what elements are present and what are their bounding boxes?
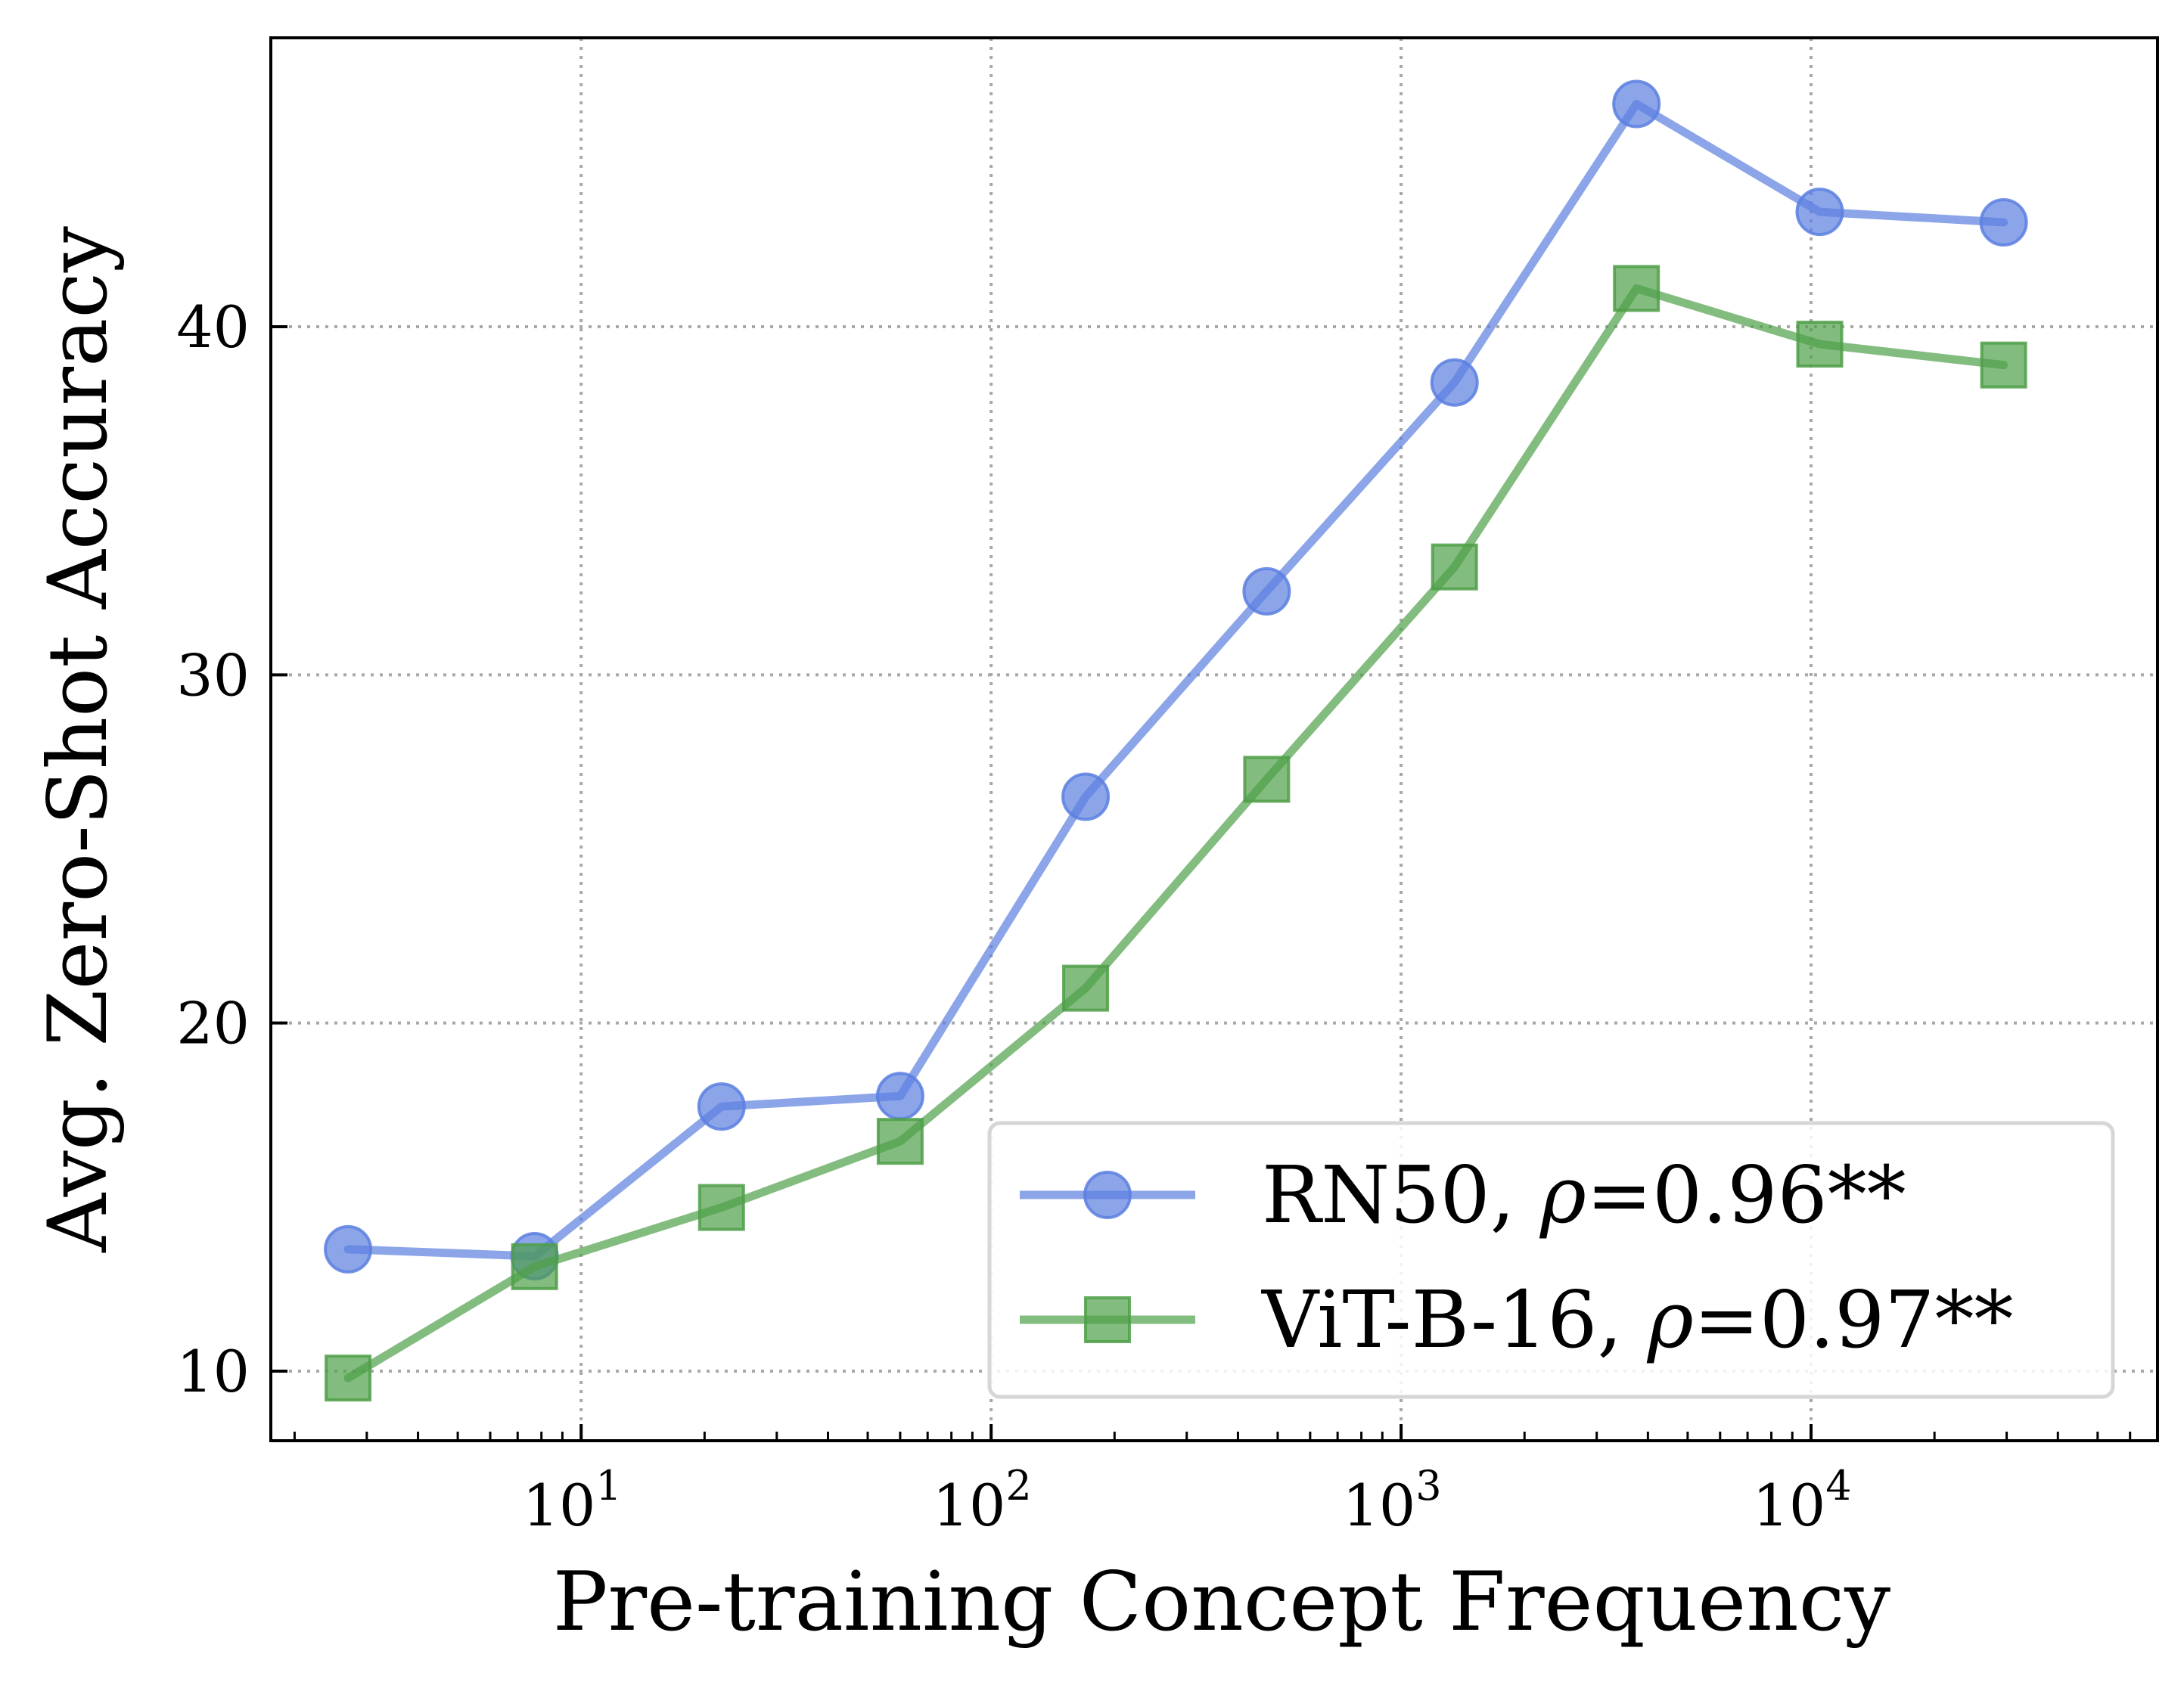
series-vit-b-16 (325, 265, 2027, 1402)
data-point-circle (1795, 188, 1844, 237)
y-tick-label: 10 (176, 1338, 250, 1405)
data-point-square (325, 1355, 372, 1402)
data-point-square (1613, 265, 1661, 312)
data-point-circle (697, 1082, 746, 1131)
data-point-square (697, 1184, 745, 1231)
x-tick-base: 10 (933, 1472, 1006, 1539)
data-point-square (876, 1118, 924, 1165)
legend-label-rn50: RN50, ρ=0.96** (1262, 1149, 1906, 1241)
x-tick-exponent: 1 (595, 1462, 621, 1510)
data-point-circle (1430, 358, 1479, 407)
legend-marker-circle (1083, 1171, 1132, 1219)
x-axis-label: Pre-training Concept Frequency (553, 1555, 1890, 1649)
x-tick-label: 101 (523, 1462, 622, 1539)
data-point-square (511, 1243, 558, 1290)
x-tick-exponent: 3 (1415, 1462, 1441, 1510)
legend-label-suffix: =0.97** (1694, 1274, 2014, 1366)
x-tick-label: 103 (1343, 1462, 1442, 1539)
data-point-square (1796, 321, 1844, 368)
x-tick-exponent: 4 (1825, 1462, 1851, 1510)
x-tick-base: 10 (1343, 1472, 1416, 1539)
legend-label-rho: ρ (1647, 1274, 1694, 1366)
data-point-circle (875, 1072, 924, 1121)
x-tick-base: 10 (523, 1472, 596, 1539)
y-tick-label: 20 (176, 990, 250, 1057)
data-point-square (1062, 964, 1110, 1012)
data-point-square (1431, 543, 1478, 591)
y-tick-label: 30 (176, 641, 250, 709)
series-rn50 (324, 79, 2028, 1281)
legend-entry-vit-b-16: ViT-B-16, ρ=0.97** (1020, 1274, 2013, 1366)
data-point-circle (1242, 566, 1291, 616)
series-layer (324, 79, 2028, 1402)
x-tick-label: 102 (933, 1462, 1032, 1539)
legend-label-prefix: RN50, (1262, 1149, 1540, 1241)
legend-label-rho: ρ (1539, 1149, 1586, 1241)
legend-entry-rn50: RN50, ρ=0.96** (1020, 1149, 1906, 1241)
legend-label-suffix: =0.96** (1586, 1149, 1906, 1241)
x-tick-exponent: 2 (1005, 1462, 1031, 1510)
y-tick-label: 40 (176, 293, 250, 361)
legend-marker-square (1084, 1296, 1131, 1343)
y-axis-label: Avg. Zero-Shot Accuracy (31, 226, 126, 1253)
legend-box (987, 1121, 2115, 1399)
series-line (343, 99, 2008, 1261)
data-point-circle (324, 1224, 373, 1274)
data-point-circle (1061, 772, 1111, 821)
plot-frame (269, 36, 2159, 1442)
data-point-square (1980, 341, 2027, 389)
legend: RN50, ρ=0.96** ViT-B-16, ρ=0.97** (987, 1121, 2115, 1399)
data-point-square (1243, 756, 1291, 803)
x-tick-base: 10 (1752, 1472, 1825, 1539)
data-point-circle (1979, 197, 2028, 247)
legend-label-prefix: ViT-B-16, (1260, 1274, 1648, 1366)
x-tick-label: 104 (1752, 1462, 1851, 1539)
legend-label-vit-b-16: ViT-B-16, ρ=0.97** (1260, 1274, 2013, 1366)
data-point-circle (1612, 79, 1661, 129)
series-line (343, 284, 2008, 1382)
